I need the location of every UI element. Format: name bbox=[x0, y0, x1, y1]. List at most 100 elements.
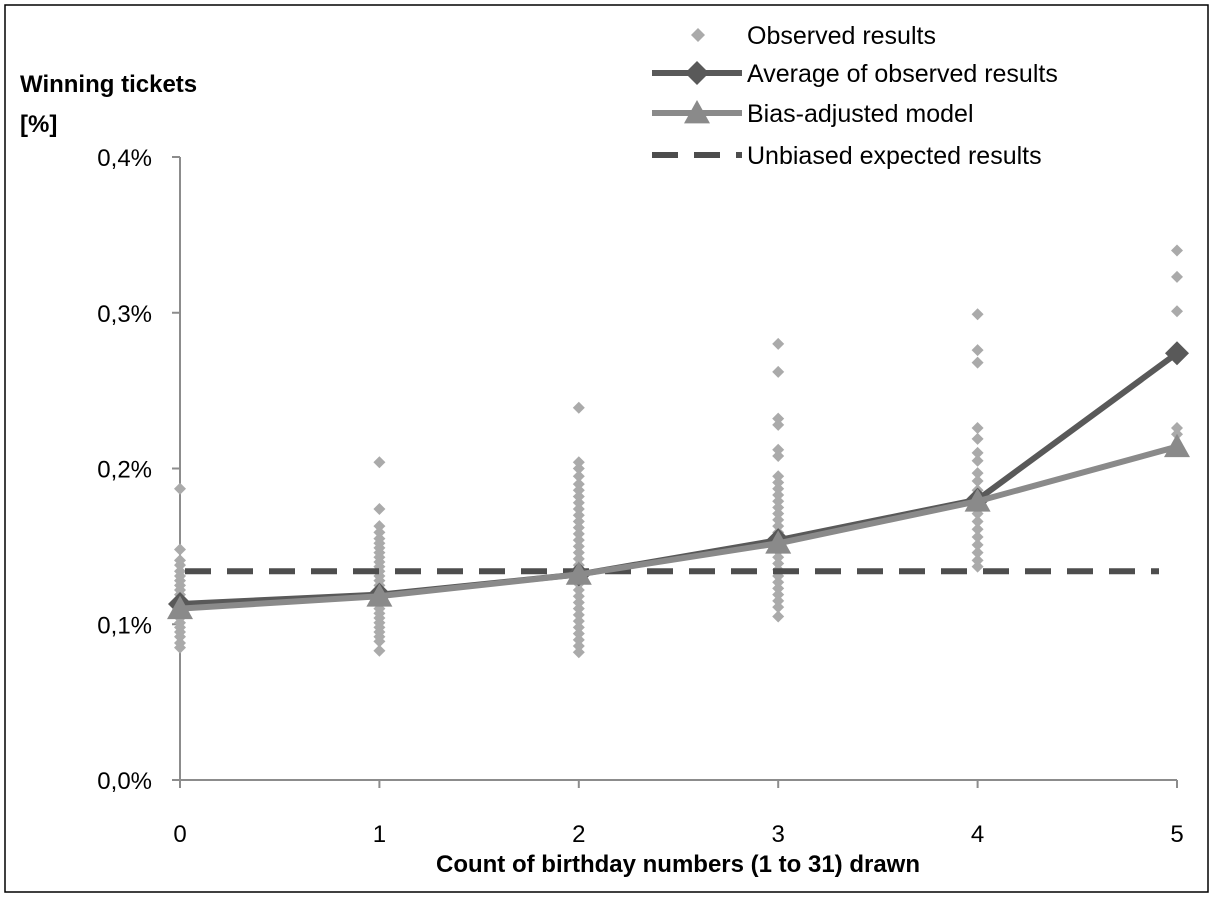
y-tick-label: 0,3% bbox=[97, 301, 152, 328]
observed-point bbox=[971, 523, 984, 536]
observed-point bbox=[1171, 422, 1183, 435]
observed-point bbox=[572, 515, 585, 528]
legend-label: Average of observed results bbox=[747, 60, 1058, 88]
observed-point bbox=[572, 627, 585, 640]
observed-point bbox=[971, 454, 984, 467]
observed-point bbox=[772, 418, 785, 431]
observed-point bbox=[971, 554, 984, 567]
observed-point bbox=[772, 501, 785, 514]
observed-point bbox=[572, 527, 585, 540]
observed-point bbox=[572, 534, 585, 547]
observed-point bbox=[772, 365, 785, 378]
bias-adjusted-marker bbox=[964, 488, 991, 512]
axes: 0,0% 0,1% 0,2% 0,3% 0,4% 0 1 2 3 4 5 bbox=[97, 145, 1183, 848]
observed-point bbox=[772, 488, 785, 501]
observed-point bbox=[174, 543, 186, 556]
observed-point bbox=[971, 546, 984, 559]
average-observed-marker bbox=[1165, 341, 1189, 366]
chart-frame bbox=[4, 4, 1209, 893]
observed-point bbox=[772, 594, 785, 607]
observed-point bbox=[174, 482, 186, 495]
bias-adjusted-marker bbox=[366, 583, 393, 607]
legend-average-marker bbox=[685, 61, 709, 85]
observed-point bbox=[572, 608, 585, 621]
observed-point bbox=[174, 559, 186, 572]
observed-point bbox=[572, 401, 585, 414]
observed-point bbox=[772, 610, 785, 623]
observed-point bbox=[772, 450, 785, 463]
observed-point bbox=[971, 467, 984, 480]
x-tick-label: 4 bbox=[971, 821, 984, 848]
observed-point bbox=[772, 337, 785, 350]
observed-point bbox=[174, 630, 186, 643]
observed-point bbox=[572, 540, 585, 553]
legend-observed-swatch bbox=[691, 28, 705, 42]
observed-point bbox=[772, 557, 785, 570]
x-axis-title: Count of birthday numbers (1 to 31) draw… bbox=[436, 851, 920, 878]
observed-point bbox=[373, 526, 386, 539]
observed-point bbox=[971, 531, 984, 544]
observed-point bbox=[572, 596, 585, 609]
x-tick-label: 2 bbox=[572, 821, 585, 848]
y-axis-title-line2: [%] bbox=[20, 111, 57, 138]
observed-point bbox=[572, 502, 585, 515]
observed-point bbox=[572, 509, 585, 522]
y-axis-title-line1: Winning tickets bbox=[20, 71, 197, 98]
observed-point bbox=[572, 640, 585, 653]
observed-point bbox=[572, 496, 585, 509]
x-tick-label: 3 bbox=[772, 821, 785, 848]
observed-point bbox=[971, 560, 984, 573]
observed-point bbox=[772, 520, 785, 533]
legend-label: Bias-adjusted model bbox=[747, 100, 974, 128]
observed-point bbox=[572, 552, 585, 565]
observed-point bbox=[1171, 305, 1183, 318]
observed-point bbox=[971, 446, 984, 459]
bias-adjusted-marker bbox=[1164, 433, 1190, 458]
y-tick-label: 0,4% bbox=[97, 145, 152, 172]
observed-point bbox=[572, 546, 585, 559]
observed-point bbox=[373, 644, 386, 657]
y-tick-label: 0,0% bbox=[97, 768, 152, 795]
observed-point bbox=[174, 641, 186, 654]
observed-point bbox=[1171, 244, 1183, 257]
observed-point bbox=[572, 484, 585, 497]
observed-point bbox=[572, 633, 585, 646]
observed-point bbox=[572, 646, 585, 659]
observed-point bbox=[572, 490, 585, 503]
observed-point bbox=[772, 588, 785, 601]
observed-point bbox=[772, 507, 785, 520]
bias-adjusted-marker bbox=[167, 595, 193, 620]
observed-point bbox=[772, 576, 785, 589]
bias-adjusted-line bbox=[179, 443, 1178, 612]
observed-point bbox=[772, 443, 785, 456]
observed-point bbox=[572, 470, 585, 483]
observed-point bbox=[772, 513, 785, 526]
legend-label: Observed results bbox=[747, 22, 936, 50]
observed-point bbox=[572, 621, 585, 634]
observed-point bbox=[971, 538, 984, 551]
observed-point bbox=[572, 615, 585, 628]
observed-point bbox=[772, 551, 785, 564]
observed-point bbox=[971, 422, 984, 435]
observed-point bbox=[971, 432, 984, 445]
observed-point bbox=[772, 495, 785, 508]
observed-point bbox=[572, 583, 585, 596]
observed-point bbox=[772, 470, 785, 483]
observed-point bbox=[971, 344, 984, 357]
x-tick-label: 0 bbox=[173, 821, 186, 848]
observed-point bbox=[572, 456, 585, 469]
lines-layer bbox=[167, 341, 1190, 620]
observed-point bbox=[772, 412, 785, 425]
observed-point bbox=[572, 602, 585, 615]
bias-adjusted-marker bbox=[765, 530, 792, 554]
y-tick-label: 0,1% bbox=[97, 612, 152, 639]
observed-point bbox=[971, 356, 984, 369]
observed-point bbox=[572, 521, 585, 534]
observed-point bbox=[971, 515, 984, 528]
observed-point bbox=[772, 476, 785, 489]
legend-bias-marker bbox=[684, 100, 710, 124]
observed-point bbox=[772, 582, 785, 595]
observed-point bbox=[373, 456, 386, 469]
